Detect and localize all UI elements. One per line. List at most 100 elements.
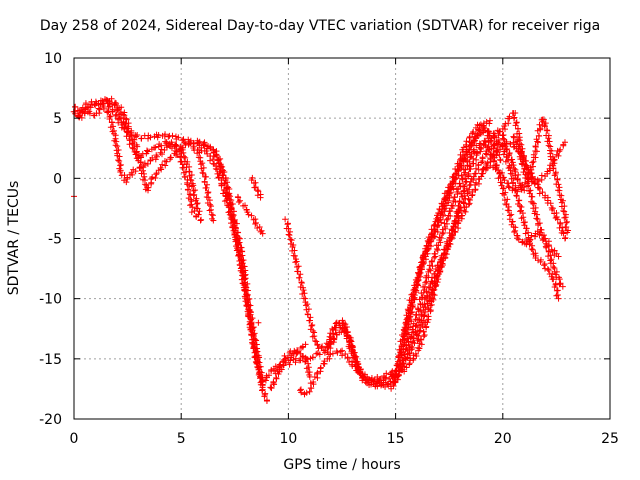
y-tick-label: -20 [39, 412, 62, 428]
data-point [512, 172, 519, 179]
data-point [491, 134, 498, 141]
data-point [138, 135, 145, 142]
data-point [319, 343, 326, 350]
data-point [527, 187, 534, 194]
data-point [464, 190, 471, 197]
data-point [428, 234, 435, 241]
data-point [545, 247, 552, 254]
data-point [153, 153, 160, 160]
data-point [423, 242, 430, 249]
data-point [541, 262, 548, 269]
data-point [171, 143, 178, 150]
y-tick-label: 10 [44, 51, 62, 67]
data-point [525, 173, 532, 180]
data-point [429, 274, 436, 281]
data-point [396, 357, 403, 364]
data-point [426, 239, 433, 246]
data-point [240, 275, 247, 282]
data-point [446, 208, 453, 215]
data-point [296, 274, 303, 281]
data-point [513, 192, 520, 199]
data-point [534, 211, 541, 218]
data-point [237, 265, 244, 272]
data-point [242, 271, 249, 278]
data-point [123, 116, 130, 123]
data-point [255, 319, 262, 326]
data-point [298, 279, 305, 286]
data-point [464, 190, 471, 197]
data-point [257, 194, 264, 201]
data-point [114, 143, 121, 150]
data-point [188, 201, 195, 208]
data-point [538, 172, 545, 179]
data-point [286, 232, 293, 239]
data-point [547, 200, 554, 207]
data-point [516, 130, 523, 137]
data-point [227, 214, 234, 221]
data-point [265, 372, 272, 379]
data-point [423, 324, 430, 331]
data-point [554, 291, 561, 298]
data-point [249, 327, 256, 334]
data-point [421, 331, 428, 338]
data-point [443, 216, 450, 223]
data-point [528, 174, 535, 181]
data-point [216, 169, 223, 176]
data-point [204, 181, 211, 188]
data-point [493, 164, 500, 171]
data-point [402, 319, 409, 326]
data-point [126, 141, 133, 148]
data-point [342, 351, 349, 358]
x-tick-label: 5 [177, 431, 186, 447]
data-point [431, 292, 438, 299]
data-point [407, 355, 414, 362]
data-point [132, 168, 139, 175]
data-point [180, 149, 187, 156]
data-point [464, 162, 471, 169]
data-point [523, 225, 530, 232]
data-point [456, 198, 463, 205]
data-point [560, 207, 567, 214]
data-point [419, 254, 426, 261]
data-point [304, 301, 311, 308]
data-point [250, 345, 257, 352]
data-point [417, 327, 424, 334]
series-track-11 [274, 347, 313, 380]
data-point [309, 354, 316, 361]
y-tick-label: 5 [53, 111, 62, 127]
data-point [128, 169, 135, 176]
data-point [505, 152, 512, 159]
data-point [185, 136, 192, 143]
data-point [230, 224, 237, 231]
data-point [468, 139, 475, 146]
data-point [349, 362, 356, 369]
data-point [298, 389, 305, 396]
data-point [460, 200, 467, 207]
data-point [462, 208, 469, 215]
data-point [195, 154, 202, 161]
data-point [478, 159, 485, 166]
data-point [281, 352, 288, 359]
data-point [513, 193, 520, 200]
data-point [110, 123, 117, 130]
data-point [516, 197, 523, 204]
data-point [143, 147, 150, 154]
data-point [408, 291, 415, 298]
data-point [96, 106, 103, 113]
data-point [559, 283, 566, 290]
data-point [438, 235, 445, 242]
x-axis-label: GPS time / hours [283, 457, 401, 473]
data-point [412, 350, 419, 357]
data-point [555, 181, 562, 188]
data-point [203, 148, 210, 155]
data-point [560, 142, 567, 149]
data-point [435, 276, 442, 283]
data-point [505, 157, 512, 164]
data-point [514, 125, 521, 132]
data-point [207, 144, 214, 151]
data-point [526, 238, 533, 245]
data-point [251, 335, 258, 342]
data-point [390, 378, 397, 385]
data-point [400, 333, 407, 340]
data-point [149, 154, 156, 161]
